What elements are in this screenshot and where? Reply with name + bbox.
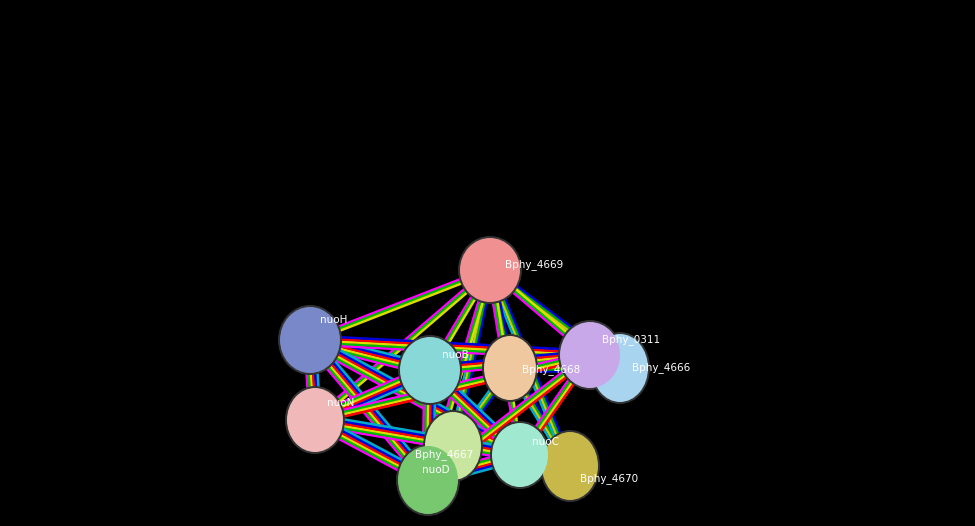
Ellipse shape: [398, 446, 458, 514]
Ellipse shape: [287, 388, 343, 452]
Ellipse shape: [278, 305, 342, 375]
Ellipse shape: [484, 336, 536, 400]
Text: nuoH: nuoH: [320, 315, 347, 325]
Ellipse shape: [396, 444, 460, 516]
Ellipse shape: [542, 432, 598, 500]
Ellipse shape: [590, 332, 650, 404]
Text: Bphy_4668: Bphy_4668: [522, 365, 580, 376]
Text: nuoD: nuoD: [422, 465, 449, 475]
Ellipse shape: [458, 236, 522, 304]
Ellipse shape: [560, 322, 620, 388]
Ellipse shape: [592, 334, 648, 402]
Ellipse shape: [285, 386, 345, 454]
Ellipse shape: [558, 320, 622, 390]
Ellipse shape: [492, 423, 548, 487]
Text: Bphy_0311: Bphy_0311: [602, 335, 660, 346]
Ellipse shape: [482, 334, 538, 402]
Text: Bphy_4670: Bphy_4670: [580, 473, 638, 484]
Text: Bphy_4669: Bphy_4669: [505, 259, 564, 270]
Ellipse shape: [423, 410, 483, 482]
Text: Bphy_4666: Bphy_4666: [632, 362, 690, 373]
Ellipse shape: [460, 238, 520, 302]
Text: nuoB: nuoB: [442, 350, 469, 360]
Ellipse shape: [400, 337, 460, 403]
Ellipse shape: [540, 430, 600, 502]
Text: nuoN: nuoN: [327, 398, 354, 408]
Ellipse shape: [425, 412, 481, 480]
Text: Bphy_4667: Bphy_4667: [415, 450, 473, 460]
Ellipse shape: [280, 307, 340, 373]
Ellipse shape: [398, 335, 462, 405]
Text: nuoC: nuoC: [532, 437, 559, 447]
Ellipse shape: [490, 421, 550, 489]
